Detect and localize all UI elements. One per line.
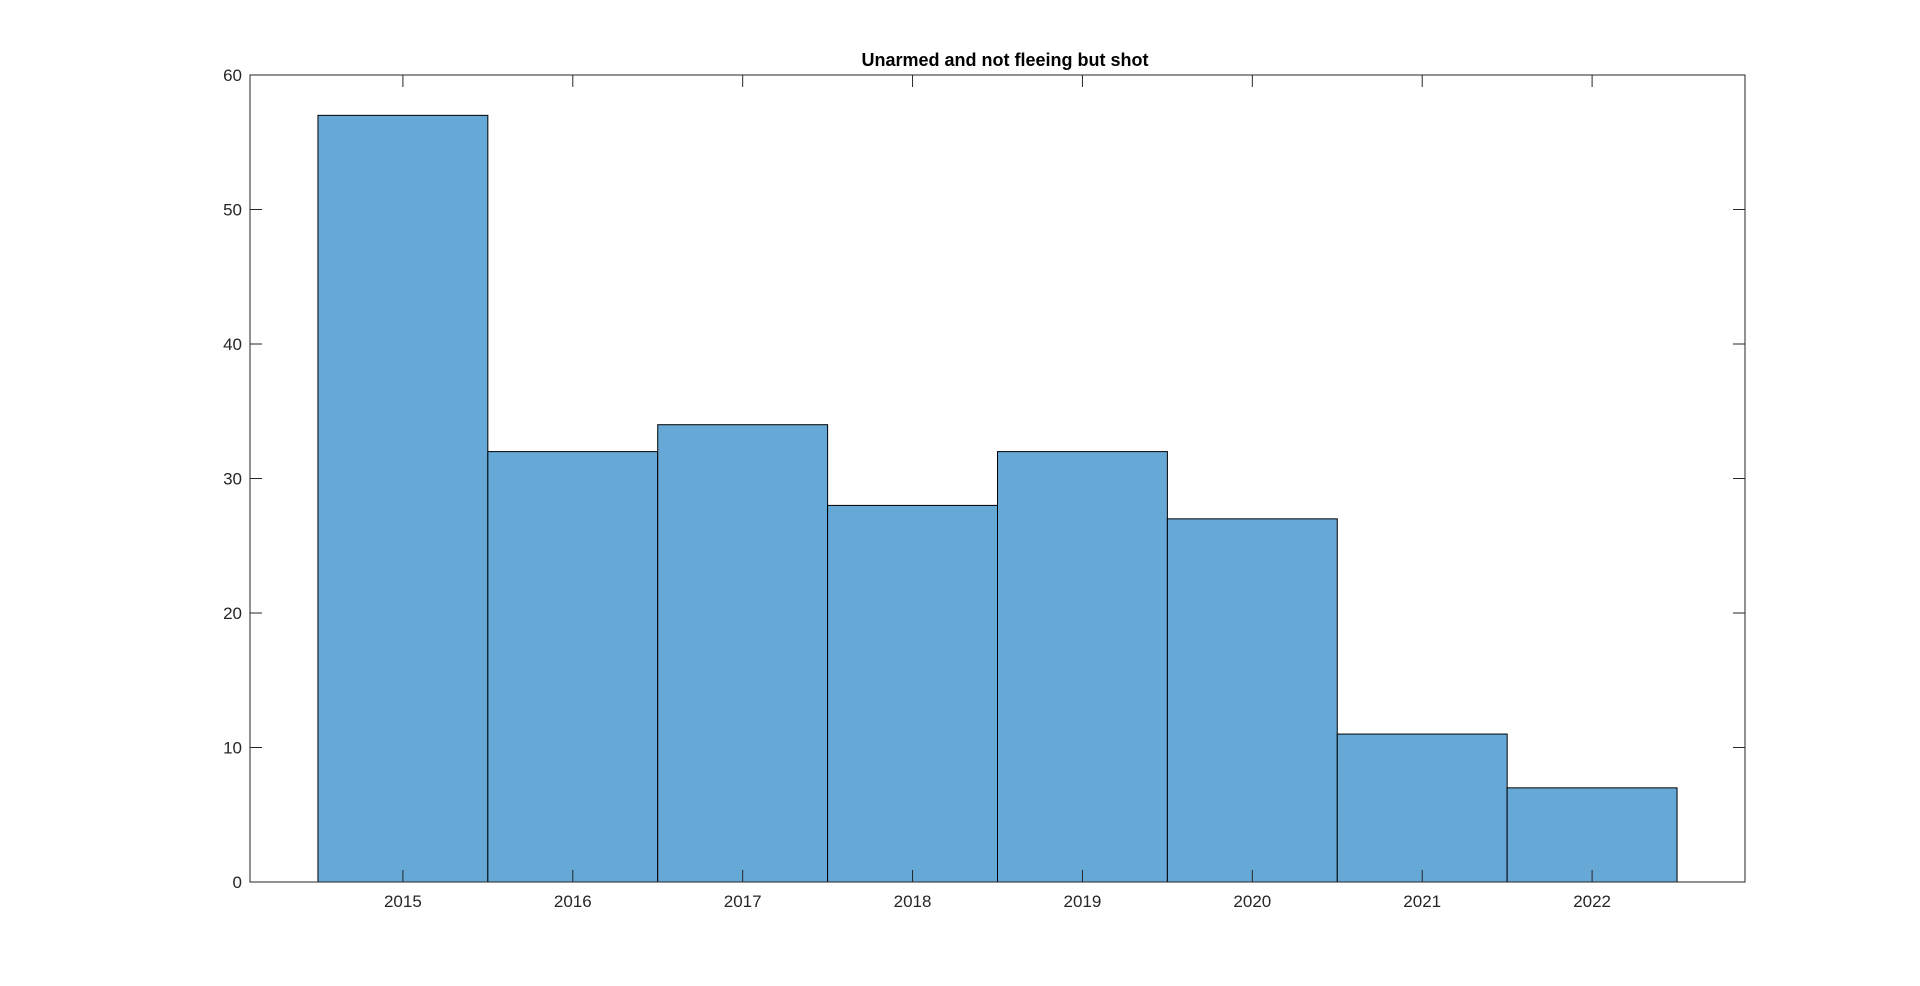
y-tick-label-0: 0: [233, 873, 242, 892]
y-tick-label-30: 30: [223, 470, 242, 489]
bar-2017: [657, 424, 829, 883]
y-tick-label-20: 20: [223, 604, 242, 623]
bars-group: [317, 114, 1678, 883]
bar-2022: [1506, 787, 1678, 883]
x-tick-label-2018: 2018: [894, 892, 932, 911]
x-tick-label-2021: 2021: [1403, 892, 1441, 911]
bar-2019: [997, 451, 1168, 883]
y-tick-label-50: 50: [223, 201, 242, 220]
x-tick-label-2016: 2016: [554, 892, 592, 911]
x-tick-label-2015: 2015: [384, 892, 422, 911]
bar-2020: [1166, 518, 1338, 883]
bar-2016: [487, 451, 659, 883]
chart-title: Unarmed and not fleeing but shot: [862, 50, 1149, 70]
x-tick-label-2022: 2022: [1573, 892, 1611, 911]
x-tick-label-2019: 2019: [1064, 892, 1102, 911]
y-tick-label-40: 40: [223, 335, 242, 354]
y-tick-label-10: 10: [223, 739, 242, 758]
x-axis: 2015 2016 2017 2018 2019 2020 2021 2022: [384, 75, 1611, 911]
bar-2021: [1336, 733, 1508, 883]
x-tick-label-2020: 2020: [1233, 892, 1271, 911]
bar-2015: [317, 114, 489, 883]
x-tick-label-2017: 2017: [724, 892, 762, 911]
y-axis: 0 10 20 30 40 50 60: [223, 66, 1745, 892]
y-tick-label-60: 60: [223, 66, 242, 85]
bar-2018: [827, 504, 999, 883]
